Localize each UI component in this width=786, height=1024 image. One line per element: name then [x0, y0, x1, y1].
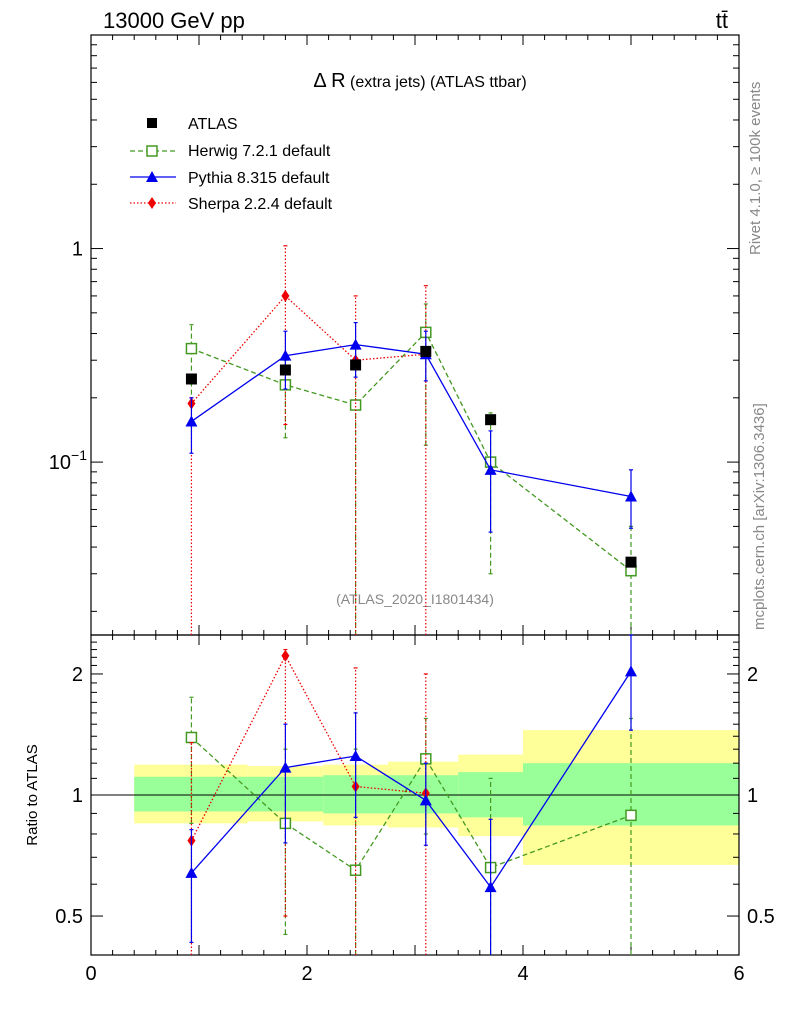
- main-point-pythia: [349, 338, 362, 350]
- main-point-pythia: [625, 490, 637, 502]
- x-tick-label: 0: [85, 963, 96, 985]
- main-point-atlas: [279, 364, 291, 376]
- ratio-y-tick-label-right: 0.5: [747, 906, 775, 928]
- ratio-line-pythia: [190, 671, 632, 889]
- rivet-version-label: Rivet 4.1.0, ≥ 100k events: [747, 82, 764, 255]
- analysis-id-label: (ATLAS_2020_I1801434): [336, 591, 494, 607]
- x-tick-label: 6: [733, 963, 744, 985]
- legend-label-sherpa: Sherpa 2.2.4 default: [188, 196, 333, 213]
- legend-marker-sherpa: [148, 197, 156, 209]
- main-series-sherpa: [187, 245, 430, 635]
- legend-entry-herwig: Herwig 7.2.1 default: [130, 143, 331, 160]
- main-point-atlas: [625, 556, 637, 568]
- ratio-point-pythia: [625, 665, 637, 677]
- legend-marker-pythia: [146, 171, 158, 182]
- main-point-pythia: [484, 463, 497, 475]
- ratio-point-pythia: [419, 794, 432, 806]
- ratio-series-pythia: [185, 634, 637, 955]
- main-line-sherpa: [190, 294, 426, 404]
- legend: ATLAS Herwig 7.2.1 default Pythia 8.315 …: [130, 116, 333, 213]
- ratio-y-tick-label-left: 0.5: [55, 906, 83, 928]
- main-y-tick-label: 10−1: [49, 447, 87, 474]
- ratio-point-sherpa: [281, 649, 290, 662]
- main-point-atlas: [350, 359, 362, 371]
- ratio-point-pythia: [279, 761, 292, 773]
- chart-title-main: Δ R: [313, 70, 345, 92]
- main-y-tick-label-exponent: −1: [71, 447, 87, 463]
- chart-title-rest: (extra jets) (ATLAS ttbar): [346, 74, 527, 91]
- ratio-y-tick-label-left: 2: [72, 664, 83, 686]
- ratio-point-pythia: [484, 881, 497, 893]
- legend-label-herwig: Herwig 7.2.1 default: [188, 143, 331, 160]
- ratio-y-tick-label-left: 1: [72, 785, 83, 807]
- energy-label: 13000 GeV pp: [103, 8, 245, 33]
- x-axis-ticks: [90, 35, 740, 955]
- process-label: tt̄: [716, 8, 728, 33]
- legend-entry-pythia: Pythia 8.315 default: [130, 170, 330, 187]
- legend-entry-sherpa: Sherpa 2.2.4 default: [130, 196, 333, 213]
- main-y-tick-label: 1: [72, 239, 83, 261]
- main-point-atlas: [485, 414, 497, 426]
- ratio-point-pythia: [349, 750, 362, 762]
- main-series-pythia: [185, 322, 637, 533]
- main-point-herwig: [349, 399, 362, 411]
- main-point-pythia: [185, 415, 198, 427]
- main-series-herwig: [185, 303, 637, 635]
- chart-title: Δ R (extra jets) (ATLAS ttbar): [313, 70, 526, 92]
- main-point-sherpa: [281, 289, 290, 302]
- ratio-point-herwig: [625, 809, 637, 822]
- legend-entry-atlas: ATLAS: [147, 116, 238, 133]
- ratio-y-axis-label: Ratio to ATLAS: [24, 744, 41, 845]
- ratio-uncertainty-bands: [134, 730, 739, 865]
- ratio-y-tick-label-right: 2: [747, 664, 758, 686]
- main-y-tick-label-base: 10: [49, 452, 71, 474]
- main-line-herwig: [191, 331, 632, 572]
- main-line-pythia: [191, 343, 632, 498]
- x-tick-label: 4: [517, 963, 528, 985]
- main-point-atlas: [420, 345, 432, 357]
- ratio-y-axis-ticks: [91, 634, 739, 956]
- legend-marker-herwig: [146, 145, 158, 157]
- main-y-axis-ticks: [91, 34, 739, 612]
- ratio-line-herwig: [191, 737, 632, 872]
- ratio-y-tick-label-right: 1: [747, 785, 758, 807]
- x-tick-label: 2: [301, 963, 312, 985]
- main-point-herwig: [185, 342, 198, 355]
- mcplots-label: mcplots.cern.ch [arXiv:1306.3436]: [751, 403, 768, 630]
- ratio-point-herwig: [185, 731, 198, 744]
- legend-marker-atlas: [147, 118, 157, 128]
- ratio-point-pythia: [185, 866, 198, 878]
- main-series-atlas: [185, 345, 637, 568]
- main-point-atlas: [185, 373, 197, 385]
- legend-label-atlas: ATLAS: [188, 116, 238, 133]
- legend-label-pythia: Pythia 8.315 default: [188, 170, 330, 187]
- main-point-pythia: [279, 349, 292, 361]
